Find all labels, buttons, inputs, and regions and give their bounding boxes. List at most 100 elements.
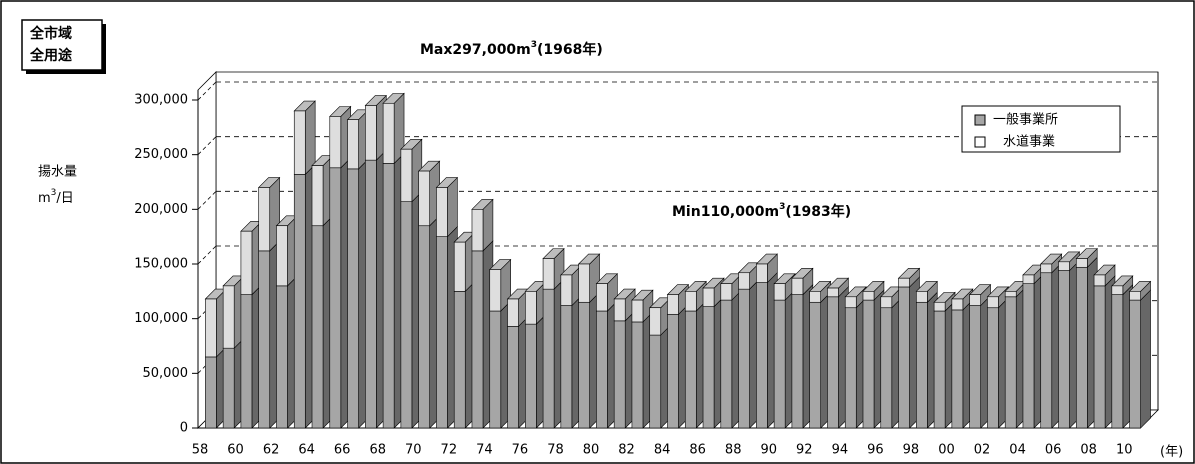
bar-front: [898, 286, 910, 429]
bar-front: [756, 263, 768, 283]
x-tick-label: 92: [796, 443, 813, 458]
bar-front: [1022, 283, 1035, 429]
bar-front: [293, 174, 306, 429]
x-tick-label: 88: [725, 443, 742, 458]
legend-swatch: [974, 136, 986, 148]
bar-side: [304, 100, 316, 176]
bar-segment: [471, 198, 494, 252]
bar-front: [702, 287, 715, 307]
bar-front: [382, 102, 395, 164]
bar-front: [738, 272, 750, 290]
bar-front: [613, 298, 626, 322]
bar-front: [329, 167, 342, 429]
bar-front: [1040, 272, 1053, 429]
annotation-tail: (1968年): [537, 41, 603, 58]
bar-front: [987, 296, 999, 309]
grid-line: [197, 245, 217, 265]
legend-box: [961, 105, 1121, 153]
y-tick-label: 150,000: [134, 257, 188, 272]
y-tick-label: 0: [180, 421, 188, 436]
bar-front: [471, 250, 484, 429]
bar-front: [436, 187, 448, 237]
bar-side: [447, 176, 458, 238]
bar-front: [649, 307, 662, 336]
bar-segment: [897, 267, 921, 288]
y-tick-label: 200,000: [134, 202, 188, 217]
bar-front: [773, 299, 786, 429]
x-tick-label: 62: [263, 443, 280, 458]
bar-front: [205, 298, 217, 358]
bar-front: [684, 310, 697, 429]
bar-front: [1075, 266, 1088, 429]
bar-front: [613, 320, 626, 429]
bar-front: [631, 321, 644, 429]
bar-front: [507, 298, 519, 327]
bar-segment: [293, 100, 316, 176]
bar-front: [862, 291, 875, 301]
bar-front: [898, 277, 910, 288]
bar-front: [951, 309, 964, 429]
bar-front: [311, 225, 324, 429]
x-tick-label: 66: [334, 443, 351, 458]
x-tick-label: 08: [1080, 443, 1097, 458]
bar-front: [809, 301, 821, 429]
bar-front: [684, 291, 697, 312]
bar-segment: [1111, 275, 1134, 296]
bar-front: [418, 170, 430, 227]
y-tick-label: 250,000: [134, 147, 188, 162]
bar-front: [222, 347, 235, 429]
annotation-text: Max297,000m: [420, 42, 531, 58]
bar-front: [1004, 296, 1017, 429]
bar-front: [1111, 294, 1124, 429]
bar-front: [1129, 299, 1141, 429]
x-tick-label: 72: [441, 443, 458, 458]
bar-front: [702, 306, 715, 429]
bar-front: [436, 236, 448, 429]
bar-front: [542, 258, 555, 290]
x-tick-label: 00: [938, 443, 955, 458]
bar-segment: [1075, 247, 1098, 269]
bar-front: [969, 305, 981, 429]
bar-front: [667, 313, 679, 429]
x-unit: (年): [1160, 445, 1183, 460]
x-tick-label: 78: [547, 443, 564, 458]
bar-front: [258, 187, 271, 252]
bar-front: [365, 159, 377, 429]
bar-front: [596, 310, 608, 429]
bar-front: [791, 294, 804, 429]
bar-front: [1022, 274, 1035, 284]
bar-front: [631, 299, 644, 323]
bar-front: [578, 301, 590, 429]
bar-front: [453, 291, 466, 429]
annotation-sup: 3: [779, 202, 785, 212]
bar-front: [276, 225, 288, 287]
bar-front: [791, 277, 804, 295]
bar-front: [827, 287, 839, 298]
legend-label: 水道事業: [1003, 134, 1055, 150]
bar-front: [809, 291, 821, 303]
y-tick-label: 50,000: [143, 366, 189, 381]
x-tick-label: 70: [405, 443, 422, 458]
bar-front: [311, 165, 324, 227]
x-tick-label: 98: [903, 443, 920, 458]
grid-line: [197, 81, 217, 101]
bar-front: [1129, 291, 1141, 301]
bar-front: [578, 263, 590, 303]
bar-front: [222, 285, 235, 349]
bar-segment: [755, 253, 779, 284]
bar-front: [400, 148, 413, 202]
x-tick-label: 82: [618, 443, 635, 458]
bar-front: [1058, 270, 1070, 429]
bar-front: [880, 307, 893, 429]
bar-front: [756, 282, 768, 429]
bar-segment: [826, 277, 850, 298]
bar-front: [293, 110, 306, 175]
bar-front: [240, 294, 253, 429]
bar-front: [489, 269, 502, 312]
bar-front: [916, 301, 928, 429]
bar-front: [596, 283, 608, 312]
x-tick-label: 86: [689, 443, 706, 458]
bar-front: [471, 209, 484, 252]
grid-line: [197, 191, 217, 210]
bar-front: [880, 296, 893, 309]
